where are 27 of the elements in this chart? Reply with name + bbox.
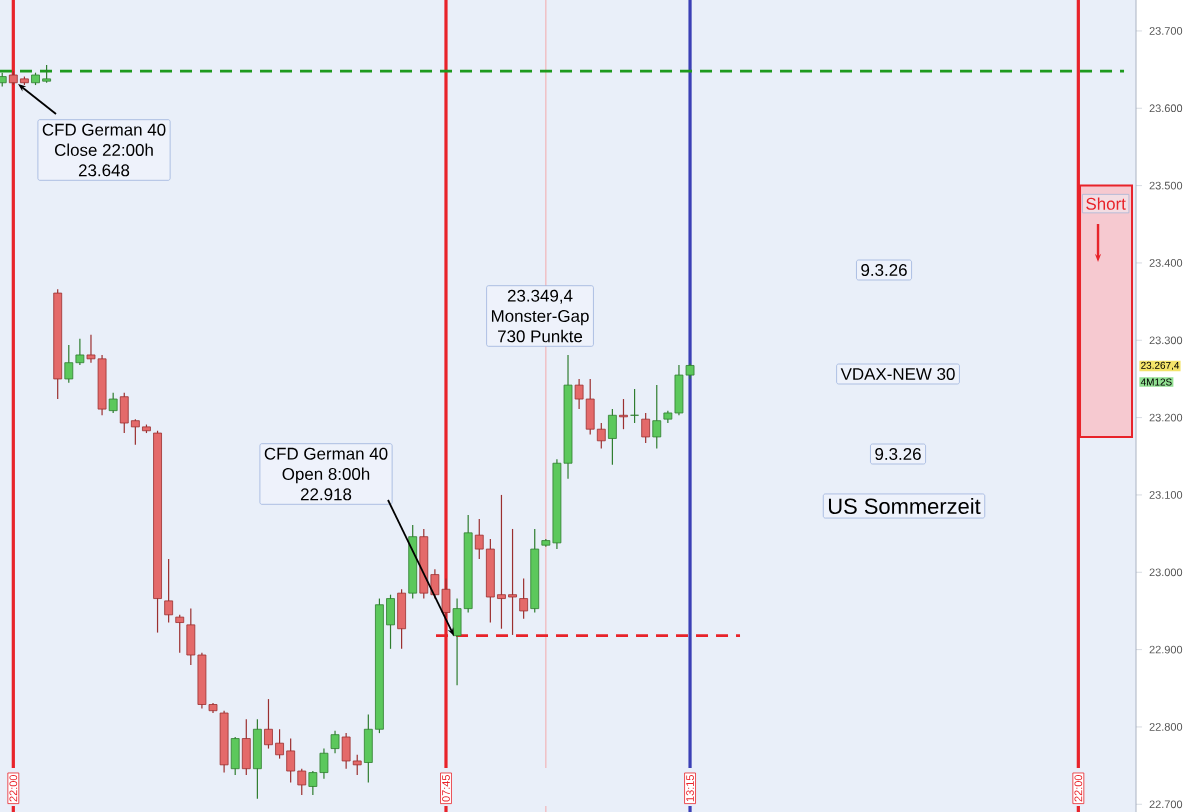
annotation: Close 22:00h (54, 143, 153, 156)
annotation: Monster-Gap (491, 310, 589, 326)
candlestick (608, 408, 617, 466)
candlestick (164, 558, 174, 624)
candlestick (108, 392, 118, 414)
annotation: CFD German 40 (264, 447, 388, 460)
band-label: Short (1086, 197, 1126, 210)
candlestick (519, 577, 529, 620)
candlestick (252, 718, 262, 800)
candlestick (652, 384, 662, 450)
candlestick (230, 736, 240, 776)
annotation: 23.349,4 (507, 289, 573, 304)
annotation: 9.3.26 (861, 264, 907, 276)
candlestick (619, 398, 628, 430)
candlestick (241, 718, 251, 776)
annotation: 22.918 (300, 488, 352, 501)
annotation: 730 Punkte (498, 329, 583, 343)
annotation: 23.648 (78, 164, 130, 177)
annotation: VDAX-NEW 30 (840, 368, 955, 380)
annotation: CFD German 40 (42, 123, 166, 136)
candlestick (175, 614, 185, 654)
annotation: US Sommerzeit (828, 497, 981, 515)
candlestick (330, 730, 340, 754)
annotation: Open 8:00h (282, 467, 370, 484)
candlestick (641, 412, 651, 444)
candlestick (397, 588, 406, 650)
annotation: 9.3.26 (875, 448, 921, 460)
